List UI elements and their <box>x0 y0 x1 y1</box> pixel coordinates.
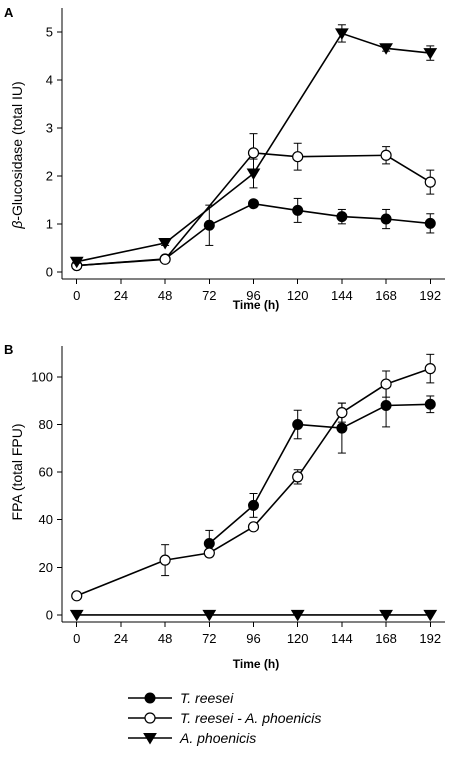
y-tick-label: 4 <box>46 72 53 87</box>
series-t-reesei-a-phoenicis <box>71 353 436 602</box>
series-line <box>76 367 431 597</box>
series-line <box>208 403 431 545</box>
panel-b: B FPA (total FPU) Time (h) 0204060801000… <box>4 342 445 671</box>
y-axis-title-b: FPA (total FPU) <box>9 424 25 521</box>
data-point <box>423 48 438 60</box>
legend-marker-filled-triangle-down <box>143 733 157 745</box>
data-point <box>158 238 172 250</box>
y-axis-title-a-prefix: β <box>9 221 25 230</box>
data-point <box>248 499 259 511</box>
x-axis-title-a: Time (h) <box>233 298 279 312</box>
legend-marker-filled-circle <box>144 692 156 704</box>
data-point <box>292 151 304 163</box>
data-point <box>247 521 260 533</box>
x-tick-label: 120 <box>287 288 309 303</box>
legend-item-t-reesei: T. reesei <box>128 690 234 706</box>
panel-letter-b: B <box>4 342 13 357</box>
x-tick-label: 144 <box>331 288 353 303</box>
data-point <box>379 43 393 55</box>
y-tick-label: 40 <box>39 512 53 527</box>
data-point <box>423 609 438 622</box>
y-axis-title-a-rest: -Glucosidase (total IU) <box>9 81 25 220</box>
data-point <box>203 537 215 549</box>
y-tick-label: 100 <box>31 369 53 384</box>
y-tick-label: 0 <box>46 607 53 622</box>
legend-label-t-reesei-a-phoenicis: T. reesei - A. phoenicis <box>180 710 321 726</box>
y-axis-title-a: β-Glucosidase (total IU) <box>9 81 25 229</box>
legend-item-a-phoenicis: A. phoenicis <box>128 730 256 746</box>
data-point <box>203 219 215 231</box>
data-point <box>159 253 171 265</box>
x-tick-label: 192 <box>419 288 441 303</box>
data-point <box>380 149 392 161</box>
series-t-reesei <box>203 383 436 558</box>
y-tick-label: 3 <box>46 120 53 135</box>
data-point <box>336 422 348 434</box>
data-point <box>424 398 436 410</box>
x-tick-label: 0 <box>73 288 80 303</box>
legend: T. reesei T. reesei - A. phoenicis A. ph… <box>128 690 321 746</box>
data-point <box>380 213 392 225</box>
plot-area-a: 0 1 2 3 4 5 0 24 48 72 96 120 144 168 192 <box>46 8 445 303</box>
data-point <box>336 211 348 223</box>
data-point <box>380 399 392 411</box>
x-tick-label: 48 <box>158 631 172 646</box>
data-point <box>379 609 393 622</box>
x-tick-label: 168 <box>375 631 397 646</box>
panel-letter-a: A <box>4 5 14 20</box>
data-point <box>69 256 84 269</box>
data-point <box>69 609 84 622</box>
x-tick-label: 48 <box>158 288 172 303</box>
data-point <box>424 217 436 229</box>
legend-label-a-phoenicis: A. phoenicis <box>179 730 256 746</box>
data-point <box>290 609 305 622</box>
data-point <box>292 204 304 216</box>
series-t-reesei <box>71 197 436 272</box>
legend-item-t-reesei-a-phoenicis: T. reesei - A. phoenicis <box>128 710 321 726</box>
y-tick-label: 5 <box>46 24 53 39</box>
y-tick-label: 1 <box>46 216 53 231</box>
data-point <box>246 168 261 180</box>
x-tick-label: 120 <box>287 631 309 646</box>
data-point <box>71 590 83 602</box>
x-tick-label: 192 <box>419 631 441 646</box>
y-tick-label: 80 <box>39 417 53 432</box>
data-point <box>335 28 349 40</box>
x-tick-label: 144 <box>331 631 353 646</box>
series-a-phoenicis <box>69 609 438 622</box>
x-tick-label: 96 <box>246 288 260 303</box>
x-tick-label: 168 <box>375 288 397 303</box>
x-tick-label: 72 <box>202 631 216 646</box>
data-point <box>248 198 259 210</box>
x-tick-label: 0 <box>73 631 80 646</box>
y-tick-label: 60 <box>39 465 53 480</box>
data-point <box>424 176 436 188</box>
data-point <box>203 547 215 559</box>
data-point <box>380 378 392 390</box>
data-point <box>292 419 304 431</box>
legend-marker-open-circle <box>144 712 156 724</box>
plot-area-b: 0 20 40 60 80 100 0 24 48 72 96 120 144 168 192 <box>31 346 445 646</box>
data-point <box>247 147 260 159</box>
x-axis-title-b: Time (h) <box>233 657 279 671</box>
x-tick-label: 96 <box>246 631 260 646</box>
series-line <box>76 32 431 263</box>
y-tick-label: 0 <box>46 264 53 279</box>
data-point <box>336 407 348 419</box>
y-tick-label: 20 <box>39 560 53 575</box>
series-a-phoenicis <box>69 24 438 269</box>
data-point <box>159 554 171 566</box>
data-point <box>424 363 436 375</box>
data-point <box>292 471 304 483</box>
data-point <box>202 609 217 622</box>
x-tick-label: 72 <box>202 288 216 303</box>
y-tick-label: 2 <box>46 168 53 183</box>
legend-label-t-reesei: T. reesei <box>180 690 234 706</box>
panel-a: A β-Glucosidase (total IU) Time (h) 0 1 2 3… <box>4 5 445 312</box>
series-line <box>76 152 431 267</box>
x-tick-label: 24 <box>114 288 128 303</box>
series-line <box>76 202 431 267</box>
x-tick-label: 24 <box>114 631 128 646</box>
